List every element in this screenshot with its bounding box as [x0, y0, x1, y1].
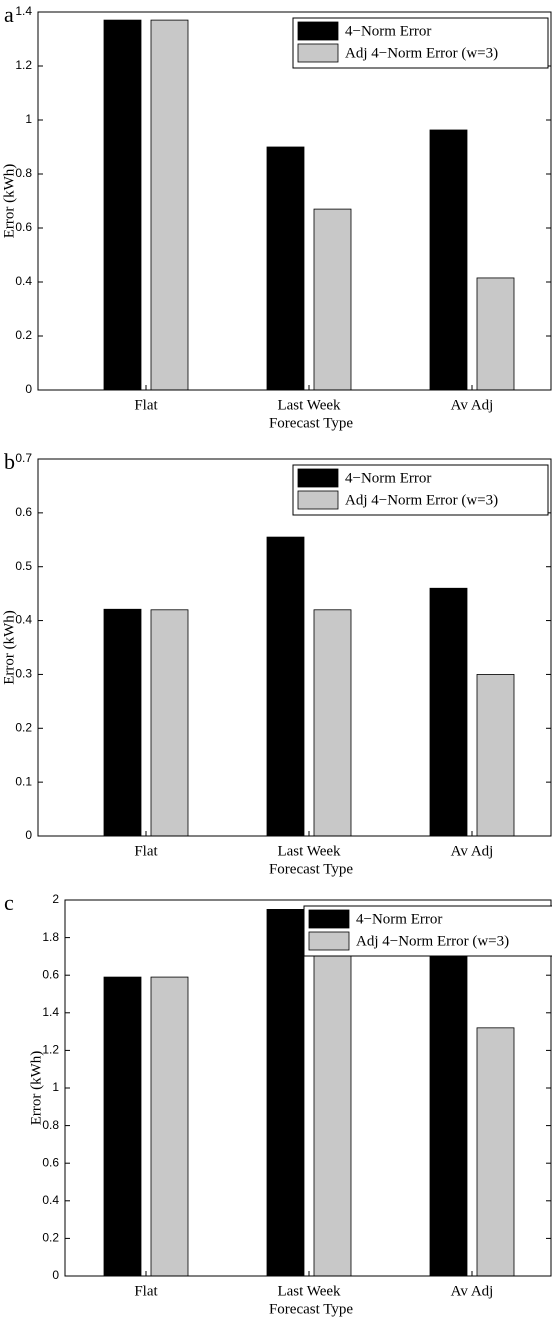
bar — [103, 608, 142, 837]
bar — [429, 587, 468, 837]
y-tick-label: 0 — [52, 1268, 59, 1282]
legend-label: Adj 4−Norm Error (w=3) — [345, 45, 498, 61]
y-tick-label: 0.2 — [15, 328, 32, 342]
bar — [313, 609, 352, 837]
bar — [476, 674, 515, 837]
y-tick-label: 0.8 — [15, 166, 32, 180]
x-tick-label: Last Week — [277, 397, 341, 413]
bar — [150, 19, 189, 391]
legend-label: Adj 4−Norm Error (w=3) — [345, 492, 498, 508]
legend-swatch — [297, 43, 339, 63]
bar — [266, 909, 305, 1277]
y-tick-label: 0.6 — [15, 505, 32, 519]
y-axis-label: Error (kWh) — [1, 610, 17, 685]
y-tick-label: 0.4 — [42, 1193, 59, 1207]
y-tick-label: 0.1 — [15, 774, 32, 788]
x-tick-label: Av Adj — [451, 1283, 494, 1299]
panel-label: b — [4, 449, 15, 474]
legend-swatch — [297, 490, 339, 510]
y-tick-label: 1 — [52, 1080, 59, 1094]
y-tick-label: 0.6 — [42, 1155, 59, 1169]
y-axis-label: Error (kWh) — [28, 1051, 44, 1126]
x-tick-label: Av Adj — [451, 397, 494, 413]
y-tick-label: 1.2 — [15, 58, 32, 72]
bar — [313, 208, 352, 391]
y-tick-label: 2 — [52, 892, 59, 906]
bar — [429, 954, 468, 1277]
plot-frame — [37, 11, 552, 391]
x-axis-label: Forecast Type — [269, 1301, 353, 1317]
y-tick-label: 1 — [25, 112, 32, 126]
legend-label: Adj 4−Norm Error (w=3) — [356, 933, 509, 949]
bar — [150, 976, 189, 1277]
y-tick-label: 1.4 — [42, 1005, 59, 1019]
legend-swatch — [297, 21, 339, 41]
bar — [266, 536, 305, 837]
y-tick-label: 0.3 — [15, 667, 32, 681]
y-tick-label: 0.4 — [15, 274, 32, 288]
legend-label: 4−Norm Error — [345, 23, 431, 39]
y-tick-label: 0 — [25, 382, 32, 396]
y-tick-label: 1.8 — [42, 930, 59, 944]
x-axis-label: Forecast Type — [269, 415, 353, 431]
plot-frame — [37, 458, 552, 837]
x-tick-label: Last Week — [277, 1283, 341, 1299]
x-tick-label: Flat — [134, 1283, 158, 1299]
legend-label: 4−Norm Error — [345, 470, 431, 486]
panel-label: c — [4, 890, 14, 915]
x-tick-label: Flat — [134, 397, 158, 413]
panel-label: a — [4, 2, 14, 27]
bar — [476, 277, 515, 391]
x-axis-label: Forecast Type — [269, 861, 353, 877]
y-tick-label: 0.8 — [42, 1118, 59, 1132]
legend-swatch — [308, 909, 350, 929]
x-tick-label: Av Adj — [451, 843, 494, 859]
plot-frame — [64, 899, 552, 1277]
legend-label: 4−Norm Error — [356, 911, 442, 927]
bar — [103, 19, 142, 391]
bar — [313, 937, 352, 1277]
bar — [266, 146, 305, 391]
y-tick-label: 0.4 — [15, 613, 32, 627]
y-tick-label: 0.5 — [15, 559, 32, 573]
legend-swatch — [308, 931, 350, 951]
y-tick-label: 0.2 — [42, 1231, 59, 1245]
bar — [429, 129, 468, 391]
bar — [150, 609, 189, 837]
x-tick-label: Flat — [134, 843, 158, 859]
y-tick-label: 0.2 — [15, 720, 32, 734]
y-tick-label: 0.6 — [15, 220, 32, 234]
y-axis-label: Error (kWh) — [1, 164, 17, 239]
y-tick-label: 1.4 — [15, 4, 32, 18]
y-tick-label: 1.2 — [42, 1043, 59, 1057]
x-tick-label: Last Week — [277, 843, 341, 859]
y-tick-label: 0.7 — [15, 451, 32, 465]
legend-swatch — [297, 468, 339, 488]
y-tick-label: 0.6 — [42, 967, 59, 981]
y-tick-label: 0 — [25, 828, 32, 842]
bar — [103, 976, 142, 1277]
bar — [476, 1027, 515, 1277]
